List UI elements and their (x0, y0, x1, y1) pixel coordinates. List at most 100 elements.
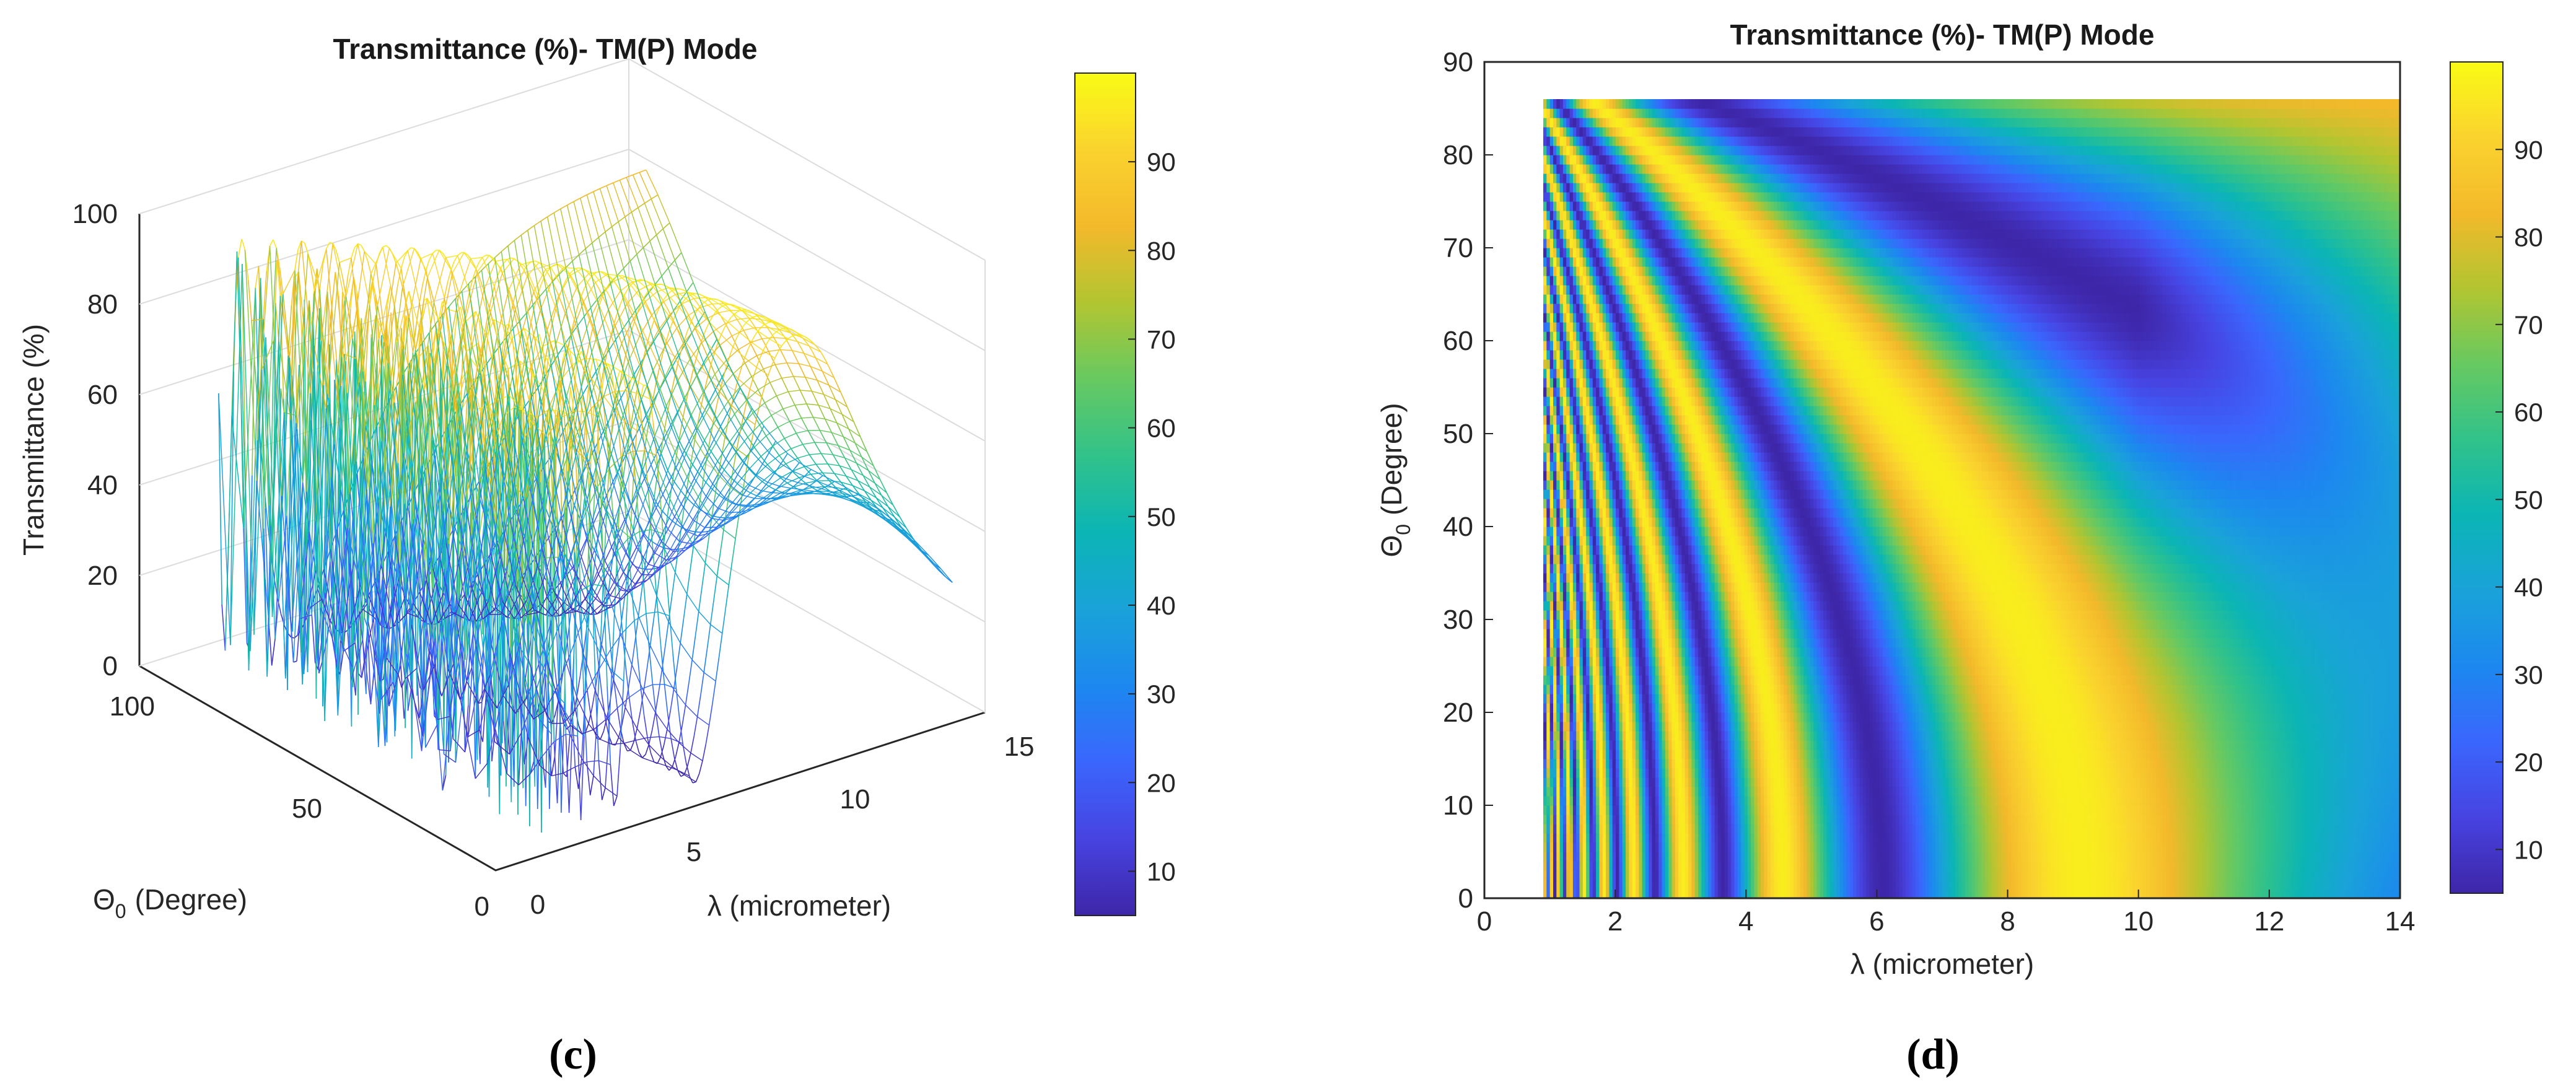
mesh-segment (652, 382, 657, 400)
mesh-segment (427, 465, 440, 556)
mesh-segment (564, 349, 569, 369)
mesh-segment (783, 356, 787, 364)
mesh-segment (718, 633, 723, 658)
mesh-segment (609, 375, 614, 387)
mesh-segment (283, 269, 296, 294)
mesh-segment (554, 701, 559, 756)
mesh-segment (666, 499, 671, 523)
mesh-segment (603, 185, 607, 188)
mesh-segment (300, 312, 313, 653)
mesh-segment (789, 418, 802, 422)
mesh-segment (697, 465, 702, 472)
mesh-segment (436, 328, 440, 398)
mesh-segment (734, 378, 739, 392)
mesh-segment (856, 429, 861, 437)
mesh-segment (560, 703, 573, 725)
mesh-segment (727, 473, 732, 478)
mesh-segment (876, 472, 881, 480)
mesh-segment (372, 264, 377, 282)
mesh-segment (347, 382, 360, 528)
mesh-segment (682, 417, 696, 440)
mesh-segment (813, 417, 825, 419)
mesh-segment (722, 458, 727, 466)
mesh-segment (719, 391, 732, 406)
mesh-segment (610, 590, 614, 596)
mesh-segment (813, 477, 818, 481)
mesh-segment (462, 505, 475, 611)
mesh-segment (772, 321, 785, 327)
mesh-segment (574, 325, 578, 331)
mesh-segment (395, 387, 409, 507)
mesh-segment (705, 297, 718, 300)
mesh-segment (646, 346, 651, 352)
mesh-segment (781, 378, 786, 385)
mesh-segment (375, 427, 389, 551)
mesh-segment (749, 406, 754, 413)
chart-c-title: Transmittance (%)- TM(P) Mode (333, 33, 758, 65)
mesh-segment (501, 248, 506, 252)
mesh-segment (532, 305, 545, 377)
mesh-segment (450, 398, 463, 505)
mesh-segment (571, 606, 584, 654)
mesh-segment (633, 369, 638, 375)
mesh-segment (613, 276, 626, 282)
mesh-segment (687, 406, 692, 416)
mesh-segment (476, 271, 481, 281)
mesh-segment (361, 618, 374, 678)
mesh-segment (359, 281, 373, 344)
mesh-segment (351, 258, 364, 372)
mesh-segment (683, 328, 696, 344)
mesh-segment (739, 331, 752, 343)
mesh-segment (563, 766, 576, 774)
mesh-segment (480, 412, 493, 490)
mesh-segment (381, 566, 394, 627)
mesh-segment (815, 357, 828, 365)
mesh-segment (605, 283, 610, 290)
mesh-segment (822, 472, 826, 478)
mesh-segment (595, 274, 608, 283)
mesh-segment (642, 300, 655, 320)
mesh-segment (497, 542, 510, 594)
mesh-segment (639, 315, 652, 336)
mesh-segment (250, 369, 263, 652)
mesh-segment (732, 504, 737, 509)
mesh-segment (353, 277, 366, 382)
mesh-segment (613, 680, 626, 708)
mesh-segment (471, 290, 484, 346)
mesh-segment (626, 261, 631, 265)
mesh-segment (673, 689, 686, 706)
mesh-segment (732, 502, 736, 505)
mesh-segment (371, 337, 384, 580)
mesh-segment (694, 309, 698, 316)
mesh-segment (685, 542, 698, 551)
mesh-segment (690, 752, 703, 761)
mesh-segment (762, 344, 767, 351)
mesh-segment (818, 364, 823, 372)
mesh-segment (343, 611, 348, 652)
mesh-segment (320, 608, 333, 639)
mesh-segment (636, 326, 641, 336)
mesh-segment (610, 182, 614, 185)
mesh-segment (624, 489, 628, 498)
mesh-segment (611, 317, 616, 326)
mesh-segment (567, 427, 580, 457)
mesh-segment (455, 294, 459, 299)
mesh-segment (569, 562, 573, 569)
chart-c-floor-front (139, 665, 986, 872)
mesh-segment (671, 343, 684, 364)
mesh-segment (691, 414, 695, 422)
mesh-segment (592, 548, 597, 575)
mesh-segment (713, 499, 726, 517)
mesh-segment (576, 522, 580, 595)
mesh-segment (701, 434, 705, 441)
mesh-segment (821, 453, 833, 455)
mesh-segment (720, 419, 725, 427)
mesh-segment (734, 342, 739, 350)
mesh-segment (692, 530, 696, 533)
mesh-segment (480, 373, 493, 459)
mesh-segment (851, 435, 856, 444)
mesh-segment (432, 568, 445, 619)
mesh-segment (633, 431, 637, 478)
mesh-segment (828, 385, 841, 393)
mesh-segment (674, 510, 678, 517)
